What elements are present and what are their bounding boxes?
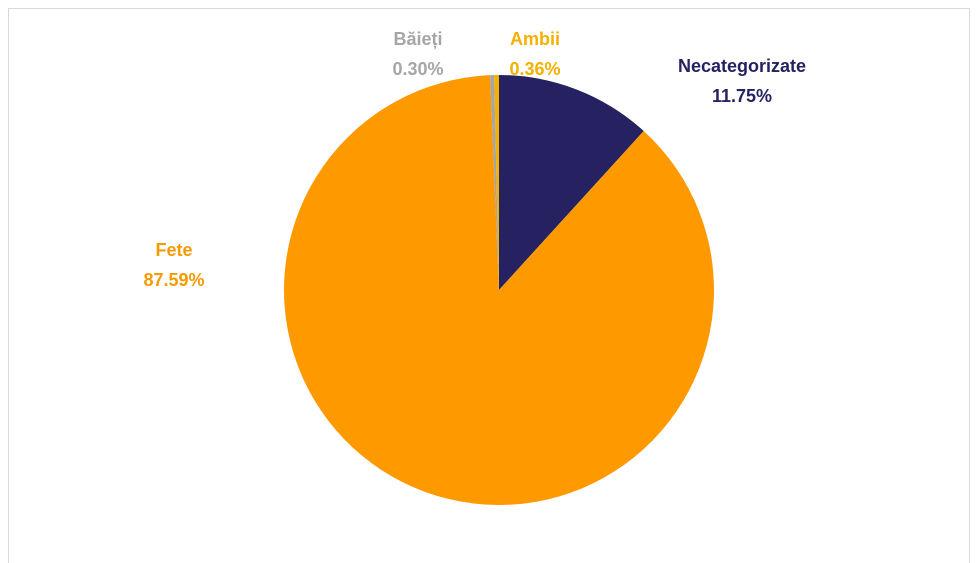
slice-value-label: 0.30%	[392, 59, 443, 79]
pie-slice	[499, 75, 644, 290]
slice-label: Băieți	[393, 29, 442, 49]
slice-label: Fete	[155, 240, 192, 260]
pie-slice	[490, 75, 499, 291]
slice-label: Ambii	[510, 29, 560, 49]
slice-label: Necategorizate	[678, 56, 806, 76]
slice-value-label: 11.75%	[712, 86, 772, 106]
slice-value-label: 87.59%	[143, 270, 204, 290]
chart-frame	[8, 8, 970, 563]
pie-slice	[494, 75, 499, 290]
slice-value-label: 0.36%	[509, 59, 560, 79]
pie-slice	[283, 75, 714, 505]
